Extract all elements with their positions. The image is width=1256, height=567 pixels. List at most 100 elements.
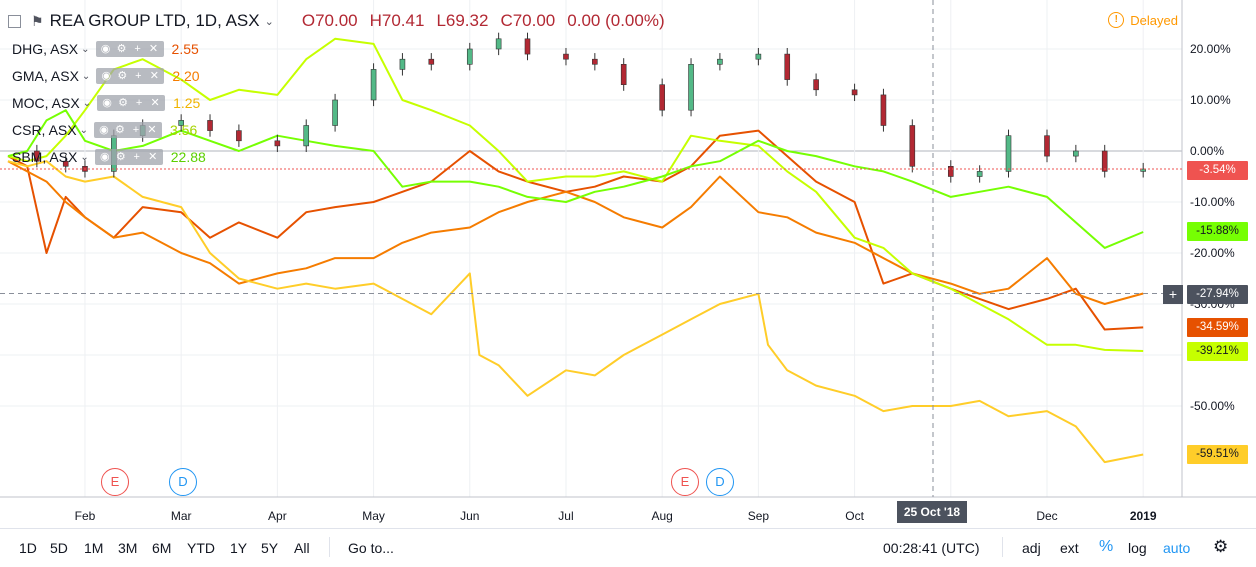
candle-body — [1044, 135, 1050, 157]
gear-icon[interactable]: ⚙ — [115, 124, 125, 136]
eye-icon[interactable]: ◉ — [99, 124, 109, 136]
chart-area[interactable]: 20.00%10.00%0.00%-10.00%-20.00%-30.00%-4… — [0, 0, 1256, 528]
divider — [329, 537, 330, 557]
legend-buttons: ◉ ⚙ + ✕ — [97, 95, 166, 111]
collapse-square-icon[interactable] — [8, 14, 21, 28]
dividend-event-marker[interactable]: D — [169, 468, 197, 496]
eye-icon[interactable]: ◉ — [101, 70, 112, 82]
chevron-down-icon[interactable]: ⌄ — [81, 70, 91, 82]
percent-toggle[interactable]: % — [1099, 538, 1114, 555]
range-3m[interactable]: 3M — [118, 540, 138, 556]
symbol-header: ⚑ REA GROUP LTD, 1D, ASX ⌄ O70.00 H70.41… — [8, 9, 677, 33]
range-1d[interactable]: 1D — [19, 540, 37, 556]
gear-icon[interactable]: ⚙ — [116, 43, 127, 55]
gear-icon[interactable]: ⚙ — [115, 151, 126, 163]
legend-buttons: ◉ ⚙ + ✕ — [96, 68, 165, 84]
price-tag-rea: -3.54% — [1187, 161, 1248, 180]
eye-icon[interactable]: ◉ — [100, 43, 111, 55]
price-tag-moc: -59.51% — [1187, 445, 1248, 464]
legend-row-sbm[interactable]: SBM, ASX ⌄ ◉ ⚙ + ✕ 22.88 — [12, 148, 206, 166]
legend-row-moc[interactable]: MOC, ASX ⌄ ◉ ⚙ + ✕ 1.25 — [12, 94, 200, 112]
x-tick-label: Mar — [171, 509, 192, 523]
ext-toggle[interactable]: ext — [1060, 540, 1079, 556]
chevron-down-icon[interactable]: ⌄ — [79, 124, 88, 136]
candle-body — [1101, 150, 1108, 172]
plus-icon[interactable]: + — [134, 43, 141, 55]
legend-value: 2.20 — [172, 68, 200, 84]
earnings-event-marker[interactable]: E — [671, 468, 699, 496]
eye-icon[interactable]: ◉ — [99, 151, 110, 163]
log-toggle[interactable]: log — [1128, 540, 1147, 556]
legend-value: 3.56 — [169, 122, 198, 138]
legend-name[interactable]: DHG, ASX — [12, 41, 79, 57]
plus-icon[interactable]: + — [135, 97, 143, 109]
close-icon[interactable]: ✕ — [150, 97, 160, 109]
x-tick-label: Sep — [748, 509, 770, 523]
range-ytd[interactable]: YTD — [187, 540, 215, 556]
y-tick-label: 20.00% — [1190, 42, 1231, 56]
x-tick-label: Jul — [558, 509, 573, 523]
range-5d[interactable]: 5D — [50, 540, 68, 556]
delayed-indicator[interactable]: ! Delayed — [1108, 12, 1178, 28]
range-1m[interactable]: 1M — [84, 540, 104, 556]
goto-button[interactable]: Go to... — [348, 540, 394, 556]
candle-body — [178, 120, 184, 126]
candle-body — [659, 84, 665, 111]
series-line — [7, 160, 1144, 305]
x-tick-label: Dec — [1036, 509, 1057, 523]
plus-icon[interactable]: + — [133, 151, 140, 163]
candle-body — [784, 53, 791, 80]
candle-body — [370, 69, 377, 101]
y-tick-label: -50.00% — [1190, 399, 1235, 413]
legend-name[interactable]: SBM, ASX — [12, 149, 78, 165]
legend-row-csr[interactable]: CSR, ASX ⌄ ◉ ⚙ + ✕ 3.56 — [12, 121, 197, 139]
auto-toggle[interactable]: auto — [1163, 540, 1191, 556]
price-tag-csr: -39.21% — [1187, 342, 1248, 361]
chevron-down-icon[interactable]: ⌄ — [80, 151, 89, 163]
symbol-title[interactable]: REA GROUP LTD, 1D, ASX — [49, 11, 260, 30]
close-icon[interactable]: ✕ — [147, 124, 157, 136]
delayed-label: Delayed — [1130, 12, 1178, 28]
candle-body — [1073, 150, 1079, 157]
plus-icon[interactable]: + — [135, 70, 142, 82]
gear-icon[interactable]: ⚙ — [117, 70, 128, 82]
crosshair-date-label: 25 Oct '18 — [897, 501, 967, 523]
eye-icon[interactable]: ◉ — [102, 97, 112, 109]
plus-icon[interactable]: + — [132, 124, 140, 136]
range-all[interactable]: All — [294, 540, 310, 556]
y-tick-label: 10.00% — [1190, 93, 1231, 107]
close-icon[interactable]: ✕ — [149, 70, 159, 82]
legend-name[interactable]: MOC, ASX — [12, 95, 80, 111]
series-line — [7, 37, 1144, 352]
chevron-down-icon[interactable]: ⌄ — [82, 97, 92, 109]
dividend-event-marker[interactable]: D — [706, 468, 734, 496]
x-tick-label: Jun — [460, 509, 479, 523]
chevron-down-icon[interactable]: ⌄ — [264, 15, 274, 28]
candle-body — [303, 125, 310, 147]
range-5y[interactable]: 5Y — [261, 540, 279, 556]
legend-row-gma[interactable]: GMA, ASX ⌄ ◉ ⚙ + ✕ 2.20 — [12, 67, 200, 85]
chevron-down-icon[interactable]: ⌄ — [81, 43, 90, 55]
y-tick-label: -20.00% — [1190, 246, 1235, 260]
legend-name[interactable]: CSR, ASX — [12, 122, 77, 138]
add-plus-icon[interactable]: + — [1163, 285, 1183, 304]
candle-body — [592, 58, 598, 65]
close-icon[interactable]: ✕ — [148, 43, 159, 55]
legend-name[interactable]: GMA, ASX — [12, 68, 79, 84]
earnings-event-marker[interactable]: E — [101, 468, 129, 496]
clock-time[interactable]: 00:28:41 (UTC) — [883, 540, 980, 556]
flag-icon[interactable]: ⚑ — [31, 12, 44, 29]
range-1y[interactable]: 1Y — [230, 540, 248, 556]
candle-body — [976, 171, 983, 177]
range-6m[interactable]: 6M — [152, 540, 172, 556]
candle-body — [274, 140, 281, 147]
clock-icon: ! — [1108, 12, 1125, 28]
gear-icon[interactable]: ⚙ — [118, 97, 129, 109]
legend-value: 1.25 — [173, 95, 201, 111]
legend-row-dhg[interactable]: DHG, ASX ⌄ ◉ ⚙ + ✕ 2.55 — [12, 40, 199, 58]
adj-toggle[interactable]: adj — [1022, 540, 1041, 556]
gear-icon[interactable]: ⚙ — [1213, 537, 1229, 556]
legend-buttons: ◉ ⚙ + ✕ — [95, 41, 164, 57]
x-tick-label: 2019 — [1130, 509, 1157, 523]
close-icon[interactable]: ✕ — [148, 151, 158, 163]
